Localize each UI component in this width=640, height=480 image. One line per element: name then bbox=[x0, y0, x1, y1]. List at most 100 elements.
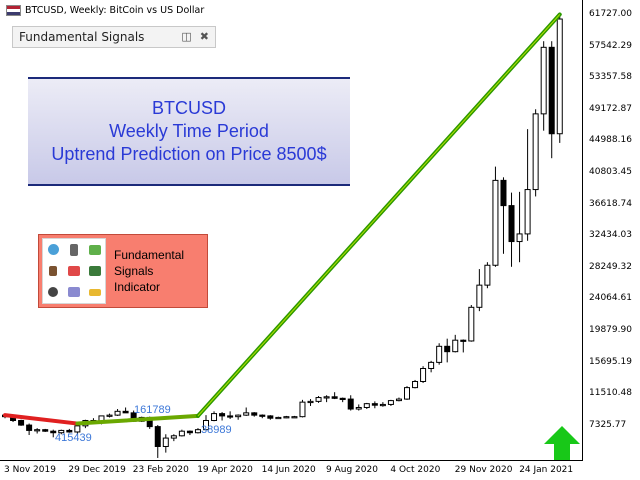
time-axis-label: 3 Nov 2019 bbox=[4, 465, 56, 475]
price-axis-label: 36618.74 bbox=[589, 198, 632, 209]
price-axis-label: 28249.32 bbox=[589, 261, 632, 272]
gold-bar-icon bbox=[84, 282, 105, 303]
price-axis-label: 61727.00 bbox=[589, 9, 632, 19]
bull-candle bbox=[211, 413, 218, 421]
headline-box: BTCUSD Weekly Time Period Uptrend Predic… bbox=[28, 77, 350, 186]
price-axis-label: 40803.45 bbox=[589, 167, 632, 177]
price-axis-label: 44988.16 bbox=[589, 135, 632, 146]
bear-candle bbox=[122, 410, 129, 414]
gear-icon bbox=[43, 282, 64, 303]
bull-candle bbox=[476, 284, 483, 308]
price-axis-label: 15695.19 bbox=[589, 356, 632, 367]
bear-candle bbox=[508, 205, 515, 243]
bull-candle bbox=[556, 18, 563, 135]
price-axis: 61727.00 57542.29 53357.58 49172.87 44988.16… bbox=[583, 0, 640, 461]
bear-candle bbox=[444, 345, 451, 353]
chart-icon bbox=[64, 260, 85, 281]
headline-symbol: BTCUSD bbox=[151, 98, 226, 118]
bull-candle bbox=[114, 410, 121, 416]
low-mark-label: 415439 bbox=[55, 432, 92, 444]
trend-line-highlight bbox=[197, 14, 561, 417]
building-icon bbox=[64, 239, 85, 260]
bull-candle bbox=[315, 397, 322, 402]
high-mark-label: 161789 bbox=[134, 404, 171, 416]
bull-candle bbox=[379, 403, 386, 407]
trend-line-down-segment bbox=[3, 413, 80, 426]
indicator-panel[interactable]: Fundamental Signals ◫ ✖ bbox=[12, 26, 216, 48]
bull-candle bbox=[203, 419, 209, 431]
time-axis-label: 29 Dec 2019 bbox=[68, 465, 126, 475]
promo-line-2: Signals bbox=[114, 264, 154, 278]
bear-candle bbox=[347, 398, 354, 410]
bull-candle bbox=[58, 429, 65, 434]
bull-candle bbox=[484, 264, 491, 286]
time-axis-label: 29 Nov 2020 bbox=[454, 465, 513, 475]
bear-candle bbox=[50, 430, 57, 434]
bear-candle bbox=[267, 415, 274, 419]
bear-candle bbox=[259, 414, 266, 417]
close-icon[interactable]: ✖ bbox=[199, 30, 209, 43]
bull-candle bbox=[404, 387, 410, 400]
currency-icon bbox=[84, 260, 105, 281]
bull-candle bbox=[106, 414, 113, 417]
bear-candle bbox=[186, 430, 193, 434]
bear-candle bbox=[331, 396, 338, 399]
bull-candle bbox=[34, 429, 41, 432]
bull-candle bbox=[178, 430, 185, 437]
bull-candle bbox=[170, 435, 177, 439]
bull-candle bbox=[162, 437, 169, 447]
bull-candle bbox=[363, 403, 370, 408]
bull-candle bbox=[524, 189, 531, 235]
bull-candle bbox=[428, 361, 435, 369]
promo-text: Fundamental Signals Indicator bbox=[114, 247, 184, 295]
bear-candle bbox=[500, 179, 507, 207]
price-axis-label: 24064.61 bbox=[589, 293, 632, 304]
restore-window-icon[interactable]: ◫ bbox=[181, 30, 192, 43]
bull-candle bbox=[412, 380, 419, 389]
chart-title-bar: BTCUSD, Weekly: BitCoin vs US Dollar bbox=[6, 5, 204, 16]
bear-candle bbox=[548, 46, 555, 135]
promo-icon-grid bbox=[42, 238, 106, 304]
indicator-panel-buttons: ◫ ✖ bbox=[181, 30, 209, 43]
bull-candle bbox=[355, 406, 362, 410]
mid-mark-label: 38989 bbox=[201, 424, 232, 436]
promo-box[interactable]: Fundamental Signals Indicator bbox=[38, 234, 208, 308]
bull-candle bbox=[468, 306, 475, 342]
time-axis-label: 24 Jan 2021 bbox=[519, 465, 574, 475]
time-axis-label: 4 Oct 2020 bbox=[390, 465, 441, 475]
bear-candle bbox=[251, 412, 258, 416]
bull-candle bbox=[452, 339, 459, 353]
bull-candle bbox=[420, 367, 427, 382]
time-axis-label: 23 Feb 2020 bbox=[132, 465, 189, 475]
headline-period: Weekly Time Period bbox=[109, 121, 269, 141]
bull-candle bbox=[395, 398, 402, 402]
price-axis-label: 53357.58 bbox=[589, 72, 632, 83]
price-axis-label: 7325.77 bbox=[589, 419, 627, 430]
price-axis-label: 11510.48 bbox=[589, 388, 632, 399]
bull-candle bbox=[194, 429, 201, 434]
candlestick-chart[interactable] bbox=[0, 0, 583, 461]
bull-candle bbox=[532, 113, 539, 191]
time-axis-label: 14 Jun 2020 bbox=[261, 465, 316, 475]
bear-candle bbox=[227, 415, 234, 418]
bear-candle bbox=[219, 413, 226, 417]
car-icon bbox=[64, 282, 85, 303]
bull-candle bbox=[436, 345, 443, 363]
bull-candle bbox=[387, 400, 394, 405]
bear-candle bbox=[154, 426, 161, 447]
bear-candle bbox=[339, 397, 346, 401]
bull-candle bbox=[516, 233, 523, 243]
bull-candle bbox=[492, 179, 499, 266]
time-axis-label: 19 Apr 2020 bbox=[197, 465, 253, 475]
bear-candle bbox=[66, 429, 73, 433]
indicator-panel-label: Fundamental Signals bbox=[19, 30, 145, 44]
bull-candle bbox=[74, 425, 81, 433]
chart-area[interactable]: BTCUSD, Weekly: BitCoin vs US Dollar Fun… bbox=[0, 0, 583, 461]
bull-candle bbox=[243, 412, 250, 416]
up-arrow-icon bbox=[544, 426, 580, 460]
bull-candle bbox=[235, 414, 242, 418]
bull-candle bbox=[291, 416, 298, 419]
money-icon bbox=[84, 239, 105, 260]
bear-candle bbox=[460, 339, 467, 342]
bear-candle bbox=[26, 424, 33, 431]
